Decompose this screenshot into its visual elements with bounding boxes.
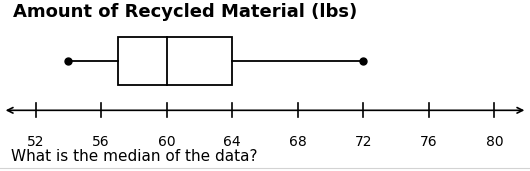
Text: 56: 56 [92, 135, 110, 149]
Text: 76: 76 [420, 135, 438, 149]
Text: Amount of Recycled Material (lbs): Amount of Recycled Material (lbs) [13, 3, 358, 21]
Text: 64: 64 [224, 135, 241, 149]
Text: 52: 52 [27, 135, 45, 149]
Text: 72: 72 [355, 135, 372, 149]
FancyBboxPatch shape [118, 37, 232, 86]
Text: What is the median of the data?: What is the median of the data? [11, 149, 257, 164]
Text: 60: 60 [158, 135, 175, 149]
Text: 68: 68 [289, 135, 307, 149]
Text: 80: 80 [485, 135, 504, 149]
